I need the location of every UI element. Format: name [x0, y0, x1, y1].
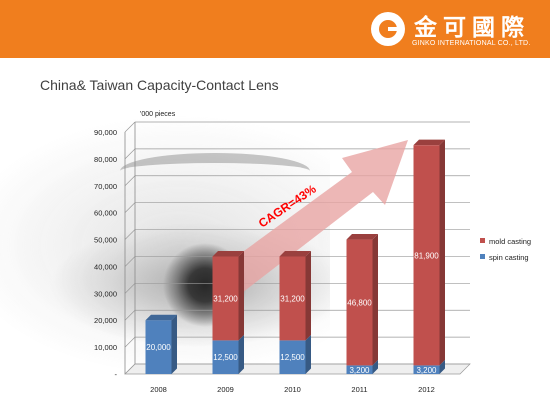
- spin-casting-bar: [346, 359, 378, 374]
- x-tick-label: 2008: [150, 385, 167, 394]
- y-tick-label: 20,000: [94, 316, 117, 325]
- x-tick-label: 2011: [351, 385, 367, 394]
- legend: mold casting spin casting: [480, 237, 531, 262]
- company-name-english: GINKO INTERNATIONAL CO., LTD.: [412, 40, 531, 47]
- spin-casting-bar: [279, 334, 311, 374]
- y-tick-label: 90,000: [94, 128, 117, 137]
- mold-casting-bar: [413, 139, 445, 366]
- y-tick-label: 50,000: [94, 236, 117, 245]
- legend-swatch: [480, 238, 485, 243]
- data-label: 12,500: [213, 353, 238, 362]
- company-logo-icon: [371, 12, 405, 46]
- data-label: 31,200: [213, 294, 238, 303]
- x-tick-label: 2012: [418, 385, 435, 394]
- legend-swatch: [480, 254, 485, 259]
- y-tick-label: 30,000: [94, 289, 117, 298]
- x-tick-label: 2010: [284, 385, 301, 394]
- y-tick-label: 60,000: [94, 209, 117, 218]
- legend-label: mold casting: [489, 237, 531, 246]
- mold-casting-bar: [279, 250, 311, 341]
- y-tick-label: 80,000: [94, 155, 117, 164]
- y-tick-label: 10,000: [94, 343, 117, 352]
- data-label: 20,000: [146, 343, 171, 352]
- data-label: 3,200: [349, 366, 370, 375]
- y-tick-label: -: [115, 370, 118, 379]
- y-tick-label: 40,000: [94, 262, 117, 271]
- mold-casting-bar: [346, 234, 378, 366]
- data-label: 12,500: [280, 353, 305, 362]
- legend-label: spin casting: [489, 253, 529, 262]
- data-label: 3,200: [416, 366, 437, 375]
- spin-casting-bar: [145, 314, 177, 374]
- data-label: 46,800: [347, 298, 372, 307]
- y-tick-label: 70,000: [94, 182, 117, 191]
- mold-casting-bar: [212, 250, 244, 341]
- data-label: 81,900: [414, 251, 439, 260]
- data-label: 31,200: [280, 294, 305, 303]
- slide-title: China& Taiwan Capacity-Contact Lens: [40, 77, 279, 93]
- header-banner: 金可國際 GINKO INTERNATIONAL CO., LTD.: [0, 0, 550, 58]
- spin-casting-bar: [413, 359, 445, 374]
- growth-arrow: [218, 140, 408, 296]
- company-name-chinese: 金可國際: [414, 15, 530, 41]
- x-tick-label: 2009: [217, 385, 234, 394]
- y-unit-label: '000 pieces: [140, 111, 176, 118]
- spin-casting-bar: [212, 334, 244, 374]
